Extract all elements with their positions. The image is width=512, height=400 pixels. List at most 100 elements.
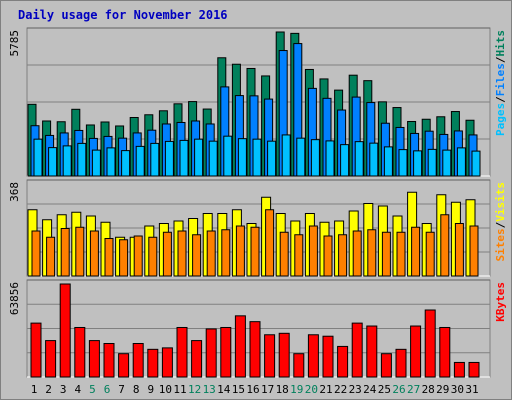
bar-pages-day-21 [325, 140, 335, 177]
bar-kbytes-day-23 [351, 322, 363, 378]
chart-title: Daily usage for November 2016 [18, 8, 228, 22]
x-tick-day-13: 13 [203, 383, 216, 396]
x-tick-day-30: 30 [451, 383, 464, 396]
bar-sites-day-20 [308, 225, 318, 277]
bar-sites-day-30 [454, 223, 464, 277]
series-kbytes [30, 283, 480, 378]
x-tick-day-17: 17 [261, 383, 274, 396]
bar-kbytes-day-16 [249, 321, 261, 378]
bar-pages-day-8 [135, 145, 145, 177]
bar-pages-day-24 [369, 142, 379, 177]
bar-kbytes-day-2 [45, 340, 57, 378]
legend-item-sites: Sites [494, 228, 507, 261]
bar-sites-day-1 [31, 230, 41, 277]
bar-sites-day-24 [367, 229, 377, 277]
x-tick-day-20: 20 [305, 383, 318, 396]
bar-kbytes-day-7 [118, 353, 130, 378]
bar-kbytes-day-13 [205, 328, 217, 378]
bar-pages-day-14 [223, 135, 233, 177]
bar-sites-day-28 [425, 231, 435, 277]
legend-item-separator: / [494, 221, 507, 228]
x-tick-day-14: 14 [217, 383, 231, 396]
bar-pages-day-7 [121, 150, 131, 177]
y-axis-max-label: 368 [8, 182, 21, 202]
bar-kbytes-day-3 [59, 283, 71, 378]
x-tick-day-22: 22 [334, 383, 347, 396]
bar-sites-day-8 [133, 235, 143, 277]
bar-pages-day-30 [456, 147, 466, 177]
bar-kbytes-day-25 [380, 353, 392, 378]
x-tick-day-15: 15 [232, 383, 245, 396]
bar-sites-day-18 [279, 231, 289, 277]
bar-pages-day-31 [471, 150, 481, 177]
bar-kbytes-day-4 [74, 326, 86, 378]
x-tick-day-23: 23 [349, 383, 362, 396]
x-tick-day-16: 16 [246, 383, 259, 396]
bar-sites-day-6 [104, 238, 114, 277]
bar-pages-day-16 [252, 138, 262, 177]
bar-pages-day-10 [164, 140, 174, 177]
bar-pages-day-12 [194, 138, 204, 177]
legend-item-separator: / [494, 56, 507, 63]
bar-kbytes-day-30 [453, 361, 465, 378]
bar-pages-day-29 [442, 149, 452, 177]
x-tick-day-9: 9 [147, 383, 154, 396]
bar-kbytes-day-18 [278, 332, 290, 378]
bar-kbytes-day-26 [395, 348, 407, 378]
bar-sites-day-25 [381, 231, 391, 277]
bar-sites-day-16 [250, 226, 260, 277]
bar-sites-day-2 [46, 236, 56, 277]
bar-sites-day-27 [411, 226, 421, 277]
bar-pages-day-26 [398, 149, 408, 177]
bar-kbytes-day-11 [176, 326, 188, 378]
bar-pages-day-20 [310, 139, 320, 177]
bar-kbytes-day-22 [337, 345, 349, 378]
bar-kbytes-day-15 [234, 315, 246, 378]
legend-item-separator: / [494, 96, 507, 103]
bar-pages-day-6 [106, 147, 116, 177]
bar-kbytes-day-24 [366, 325, 378, 378]
panel-visits-sites: 368 Sites/Visits [8, 179, 507, 277]
x-tick-day-11: 11 [173, 383, 186, 396]
bar-kbytes-day-9 [147, 348, 159, 378]
bar-kbytes-day-10 [161, 347, 173, 378]
bar-kbytes-day-17 [264, 334, 276, 378]
x-tick-day-8: 8 [133, 383, 140, 396]
x-tick-day-24: 24 [363, 383, 377, 396]
x-tick-day-29: 29 [436, 383, 449, 396]
bar-pages-day-28 [427, 148, 437, 177]
bar-pages-day-23 [354, 141, 364, 177]
legend-item-hits: Hits [494, 30, 507, 57]
x-tick-day-10: 10 [159, 383, 172, 396]
x-tick-day-5: 5 [89, 383, 96, 396]
bar-pages-day-17 [267, 140, 277, 177]
x-tick-day-3: 3 [60, 383, 67, 396]
bar-pages-day-22 [340, 144, 350, 177]
bar-sites-day-3 [60, 228, 70, 277]
bar-sites-day-5 [89, 230, 99, 277]
bar-sites-day-14 [221, 229, 231, 277]
bar-sites-day-17 [265, 209, 275, 277]
legend-item-files: Files [494, 63, 507, 96]
bar-sites-day-26 [396, 231, 406, 277]
bar-kbytes-day-21 [322, 335, 334, 378]
bar-sites-day-15 [235, 225, 245, 277]
bar-sites-day-21 [323, 235, 333, 277]
bar-pages-day-3 [62, 145, 72, 177]
bar-pages-day-1 [33, 138, 43, 177]
legend-item-visits: Visits [494, 182, 507, 222]
bar-pages-day-18 [281, 134, 291, 177]
bar-sites-day-19 [294, 234, 304, 277]
y-axis-max-label: 5785 [8, 30, 21, 57]
bar-kbytes-day-8 [132, 343, 144, 378]
legend: Pages/Files/Hits [494, 30, 507, 136]
bar-kbytes-day-28 [424, 309, 436, 378]
x-tick-day-7: 7 [118, 383, 125, 396]
bar-kbytes-day-14 [220, 326, 232, 378]
series-pages [33, 134, 481, 177]
x-tick-day-2: 2 [45, 383, 52, 396]
x-tick-day-12: 12 [188, 383, 201, 396]
bar-kbytes-day-29 [439, 326, 451, 378]
